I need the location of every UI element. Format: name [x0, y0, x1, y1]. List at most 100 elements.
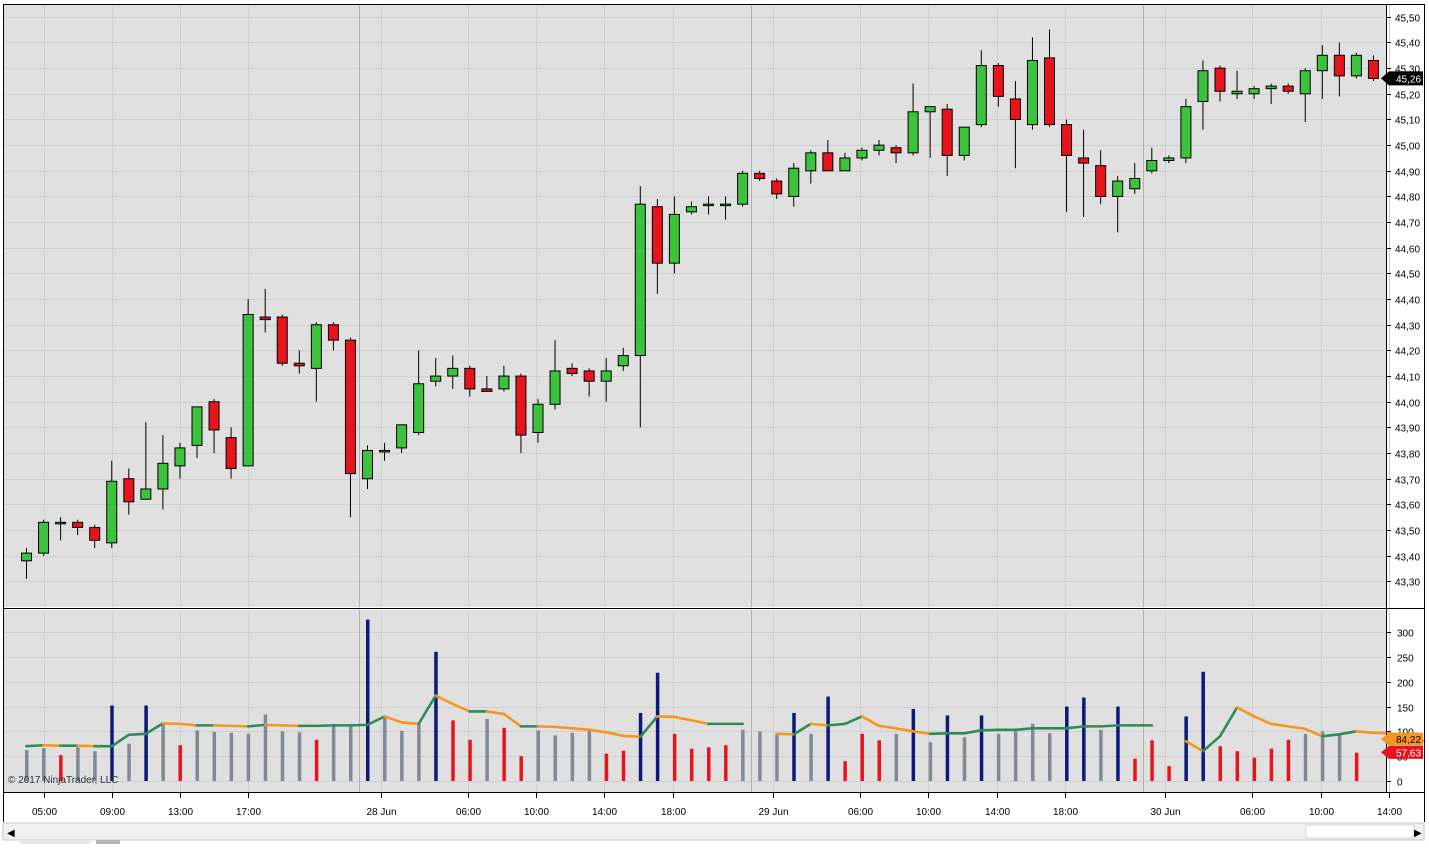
volume-bar: [622, 751, 626, 781]
candle-body-up: [959, 127, 969, 155]
volume-bar: [1082, 698, 1086, 781]
candle-body-up: [1351, 55, 1361, 76]
volume-bar: [315, 740, 319, 781]
volume-bar: [247, 734, 251, 781]
candle-body-up: [618, 356, 628, 366]
volume-bar: [1099, 730, 1103, 781]
volume-bar: [1219, 746, 1223, 781]
candle-body-up: [380, 450, 390, 452]
volume-bar: [281, 731, 285, 781]
candle-body-down: [1215, 68, 1225, 91]
candle-body-down: [1334, 55, 1344, 76]
candle-body-up: [1147, 161, 1157, 171]
candle-body-down: [226, 438, 236, 469]
volume-bar: [1270, 749, 1274, 781]
volume-tick-label: 0: [1397, 778, 1403, 789]
candle-body-up: [1113, 181, 1123, 196]
volume-bar: [724, 745, 728, 781]
volume-ma-segment: [1356, 731, 1373, 732]
volume-bar: [1338, 735, 1342, 781]
time-tick-label: 18:00: [661, 807, 686, 818]
volume-bar: [1133, 759, 1137, 781]
candle-body-up: [1317, 55, 1327, 70]
volume-bar: [1201, 672, 1205, 781]
time-tick-label: 06:00: [848, 807, 873, 818]
scroll-right-arrow-icon[interactable]: ▶: [1414, 828, 1422, 839]
candle-body-down: [584, 371, 594, 381]
last-price-marker: 45,26: [1381, 71, 1423, 85]
candle-body-down: [942, 109, 952, 155]
volume-bar: [895, 734, 899, 781]
candle-body-up: [448, 368, 458, 376]
volume-bar: [588, 729, 592, 781]
candle-body-up: [1232, 91, 1242, 94]
price-tick-label: 43,60: [1395, 501, 1420, 512]
volume-bar: [843, 761, 847, 781]
candle-body-down: [73, 522, 83, 527]
time-tick-label: 09:00: [100, 807, 125, 818]
price-tick-label: 44,40: [1395, 296, 1420, 307]
volume-ma-segment: [402, 722, 419, 723]
time-tick-label: 05:00: [32, 807, 57, 818]
volume-ma-segment: [623, 736, 640, 737]
candle-body-down: [567, 368, 577, 373]
volume-bar: [912, 709, 916, 781]
volume-bar: [860, 734, 864, 781]
volume-ma-segment: [129, 734, 146, 735]
candle-body-up: [635, 204, 645, 355]
price-tick-label: 44,80: [1395, 193, 1420, 204]
candle-body-up: [789, 168, 799, 196]
volume-bar: [775, 734, 779, 781]
status-strip-left: [20, 840, 90, 844]
candle-body-down: [294, 363, 304, 366]
candle-body-up: [686, 207, 696, 212]
price-tick-label: 44,30: [1395, 322, 1420, 333]
candle-body-down: [772, 181, 782, 194]
volume-label-high: 84,22: [1396, 735, 1421, 746]
volume-ma-segment: [811, 724, 828, 725]
candle-body-up: [1198, 71, 1208, 102]
price-tick-label: 45,50: [1395, 14, 1420, 25]
volume-bar: [298, 732, 302, 781]
candle-body-up: [192, 407, 202, 445]
price-tick-label: 44,10: [1395, 373, 1420, 384]
volume-bar: [707, 747, 711, 781]
volume-bar: [434, 652, 438, 781]
price-tick-label: 43,90: [1395, 424, 1420, 435]
status-strip-mid: [96, 840, 120, 844]
time-tick-label: 28 Jun: [366, 807, 396, 818]
volume-ma-segment: [180, 724, 197, 725]
volume-tick-label: 300: [1397, 629, 1414, 640]
scrollbar-track[interactable]: [3, 823, 1424, 840]
volume-bar: [485, 719, 489, 781]
candle-body-up: [158, 463, 168, 489]
volume-bar: [178, 745, 182, 781]
candle-body-up: [738, 173, 748, 204]
volume-bar: [690, 749, 694, 781]
price-tick-label: 43,40: [1395, 553, 1420, 564]
scroll-left-arrow-icon[interactable]: ◀: [7, 828, 15, 839]
price-tick-label: 43,50: [1395, 527, 1420, 538]
volume-bar: [1355, 753, 1359, 781]
price-tick-label: 44,60: [1395, 245, 1420, 256]
volume-bar: [741, 730, 745, 781]
volume-bar: [1048, 733, 1052, 781]
price-tick-label: 45,40: [1395, 39, 1420, 50]
volume-bar: [673, 734, 677, 781]
volume-ma-segment: [828, 724, 845, 725]
candle-body-down: [891, 148, 901, 153]
candle-body-up: [908, 112, 918, 153]
scrollbar-thumb[interactable]: [1306, 825, 1414, 838]
volume-tick-label: 150: [1397, 704, 1414, 715]
candle-body-down: [1368, 60, 1378, 78]
candle-body-up: [397, 425, 407, 448]
time-tick-label: 10:00: [916, 807, 941, 818]
time-tick-label: 14:00: [592, 807, 617, 818]
volume-bar: [383, 716, 387, 781]
volume-bar: [1150, 740, 1154, 781]
time-tick-label: 17:00: [236, 807, 261, 818]
candle-body-up: [721, 204, 731, 206]
candle-body-up: [840, 158, 850, 171]
candle-body-down: [516, 376, 526, 435]
horizontal-scrollbar[interactable]: ◀ ▶: [3, 823, 1424, 840]
